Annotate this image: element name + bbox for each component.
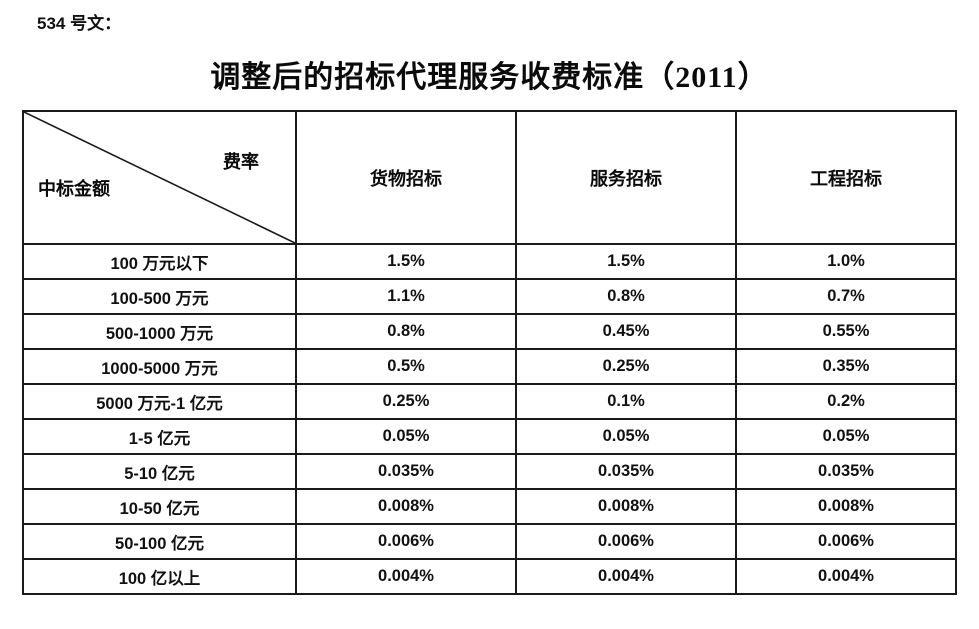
table-row: 1-5 亿元 0.05% 0.05% 0.05%	[22, 418, 957, 455]
column-header-engineering: 工程招标	[735, 110, 957, 245]
rate-value-cell: 0.006%	[515, 523, 737, 560]
corner-label-amount: 中标金额	[38, 179, 110, 199]
table-body: 100 万元以下 1.5% 1.5% 1.0% 100-500 万元 1.1% 0.8% 0.…	[22, 243, 957, 595]
table-row: 10-50 亿元 0.008% 0.008% 0.008%	[22, 488, 957, 525]
rate-value-cell: 0.006%	[735, 523, 957, 560]
rate-value-cell: 1.0%	[735, 243, 957, 280]
amount-range-cell: 500-1000 万元	[22, 313, 297, 350]
table-row: 50-100 亿元 0.006% 0.006% 0.006%	[22, 523, 957, 560]
amount-range-cell: 5000 万元-1 亿元	[22, 383, 297, 420]
rate-value-cell: 1.1%	[295, 278, 517, 315]
fee-schedule-table: 费率 中标金额 货物招标 服务招标 工程招标 100 万元以下 1.5% 1.5% 1…	[22, 110, 957, 595]
page-title: 调整后的招标代理服务收费标准（2011）	[210, 61, 769, 94]
rate-value-cell: 0.8%	[295, 313, 517, 350]
amount-range-cell: 1-5 亿元	[22, 418, 297, 455]
amount-range-cell: 50-100 亿元	[22, 523, 297, 560]
rate-value-cell: 0.004%	[515, 558, 737, 595]
rate-value-cell: 0.05%	[515, 418, 737, 455]
rate-value-cell: 0.035%	[515, 453, 737, 490]
rate-value-cell: 0.8%	[515, 278, 737, 315]
rate-value-cell: 1.5%	[295, 243, 517, 280]
column-header-goods: 货物招标	[295, 110, 517, 245]
rate-value-cell: 0.008%	[515, 488, 737, 525]
diagonal-divider-line	[24, 112, 295, 243]
rate-value-cell: 0.25%	[515, 348, 737, 385]
amount-range-cell: 10-50 亿元	[22, 488, 297, 525]
table-row: 5000 万元-1 亿元 0.25% 0.1% 0.2%	[22, 383, 957, 420]
rate-value-cell: 0.5%	[295, 348, 517, 385]
amount-range-cell: 100 亿以上	[22, 558, 297, 595]
rate-value-cell: 0.55%	[735, 313, 957, 350]
rate-value-cell: 0.004%	[295, 558, 517, 595]
rate-value-cell: 0.006%	[295, 523, 517, 560]
rate-value-cell: 0.1%	[515, 383, 737, 420]
corner-label-rate: 费率	[223, 152, 259, 172]
table-row: 1000-5000 万元 0.5% 0.25% 0.35%	[22, 348, 957, 385]
rate-value-cell: 0.035%	[735, 453, 957, 490]
table-row: 500-1000 万元 0.8% 0.45% 0.55%	[22, 313, 957, 350]
rate-value-cell: 0.45%	[515, 313, 737, 350]
rate-value-cell: 0.008%	[735, 488, 957, 525]
rate-value-cell: 0.25%	[295, 383, 517, 420]
column-header-services: 服务招标	[515, 110, 737, 245]
rate-value-cell: 0.05%	[735, 418, 957, 455]
table-header: 费率 中标金额 货物招标 服务招标 工程招标	[22, 110, 957, 245]
header-row: 费率 中标金额 货物招标 服务招标 工程招标	[22, 110, 957, 245]
table-row: 100 万元以下 1.5% 1.5% 1.0%	[22, 243, 957, 280]
amount-range-cell: 100 万元以下	[22, 243, 297, 280]
rate-value-cell: 0.004%	[735, 558, 957, 595]
rate-value-cell: 0.2%	[735, 383, 957, 420]
amount-range-cell: 1000-5000 万元	[22, 348, 297, 385]
rate-value-cell: 0.05%	[295, 418, 517, 455]
rate-value-cell: 0.7%	[735, 278, 957, 315]
table-row: 5-10 亿元 0.035% 0.035% 0.035%	[22, 453, 957, 490]
amount-range-cell: 100-500 万元	[22, 278, 297, 315]
rate-value-cell: 0.008%	[295, 488, 517, 525]
doc-number-label: 534 号文：	[37, 14, 122, 33]
rate-value-cell: 1.5%	[515, 243, 737, 280]
rate-value-cell: 0.035%	[295, 453, 517, 490]
amount-range-cell: 5-10 亿元	[22, 453, 297, 490]
table-row: 100-500 万元 1.1% 0.8% 0.7%	[22, 278, 957, 315]
table-row: 100 亿以上 0.004% 0.004% 0.004%	[22, 558, 957, 595]
rate-value-cell: 0.35%	[735, 348, 957, 385]
corner-header-cell: 费率 中标金额	[22, 110, 297, 245]
